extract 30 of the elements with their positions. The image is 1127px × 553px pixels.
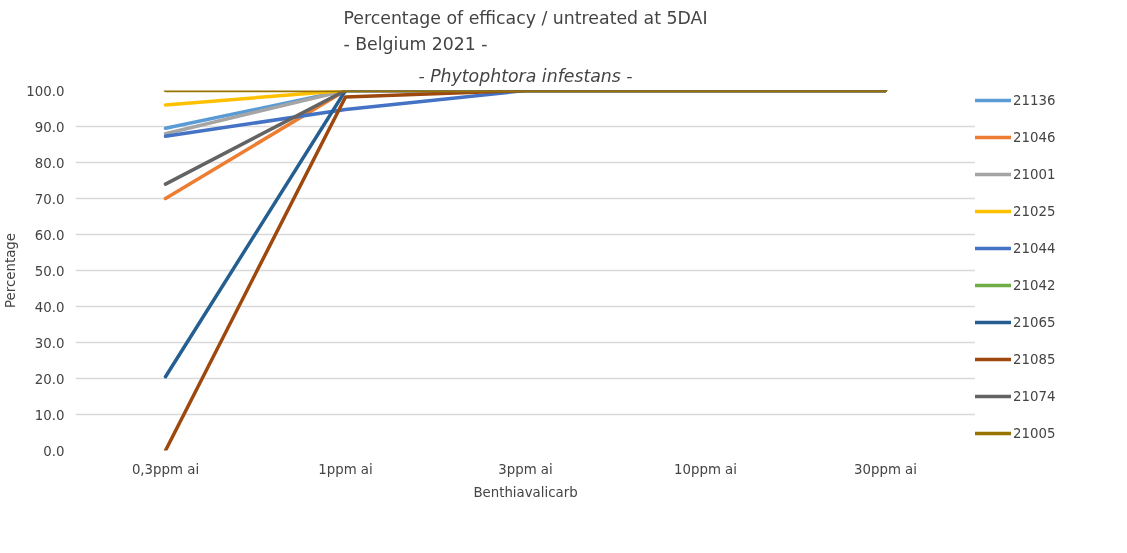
legend-label: 21044 <box>1013 240 1056 256</box>
y-tick-label: 80.0 <box>34 155 65 171</box>
x-tick-label: 0,3ppm ai <box>131 461 200 477</box>
y-tick-label: 70.0 <box>34 191 65 207</box>
chart-subtitle: - Phytophtora infestans - <box>418 65 633 86</box>
y-tick-label: 90.0 <box>34 119 65 135</box>
x-tick-label: 3ppm ai <box>498 461 553 477</box>
legend-label: 21025 <box>1013 203 1056 219</box>
legend-label: 21065 <box>1013 314 1056 330</box>
legend-label: 21042 <box>1013 277 1056 293</box>
legend-label: 21046 <box>1013 129 1056 145</box>
x-axis-title: Benthiavalicarb <box>473 484 578 500</box>
x-tick-label: 1ppm ai <box>318 461 373 477</box>
y-tick-label: 10.0 <box>34 407 65 423</box>
legend-label: 21005 <box>1013 425 1056 441</box>
legend-label: 21136 <box>1013 92 1056 108</box>
y-tick-label: 100.0 <box>26 83 65 99</box>
y-axis-title: Percentage <box>3 233 19 308</box>
y-tick-label: 50.0 <box>34 263 65 279</box>
y-tick-label: 0.0 <box>43 443 65 459</box>
legend-label: 21074 <box>1013 388 1056 404</box>
x-tick-label: 30ppm ai <box>854 461 917 477</box>
x-tick-label: 10ppm ai <box>674 461 737 477</box>
y-tick-label: 30.0 <box>34 335 65 351</box>
chart-title: Percentage of efficacy / untreated at 5DAI - Belgium 2021 - <box>343 7 708 54</box>
legend-label: 21085 <box>1013 351 1056 367</box>
y-tick-label: 60.0 <box>34 227 65 243</box>
y-tick-label: 20.0 <box>34 371 65 387</box>
y-tick-label: 40.0 <box>34 299 65 315</box>
legend-label: 21001 <box>1013 166 1056 182</box>
